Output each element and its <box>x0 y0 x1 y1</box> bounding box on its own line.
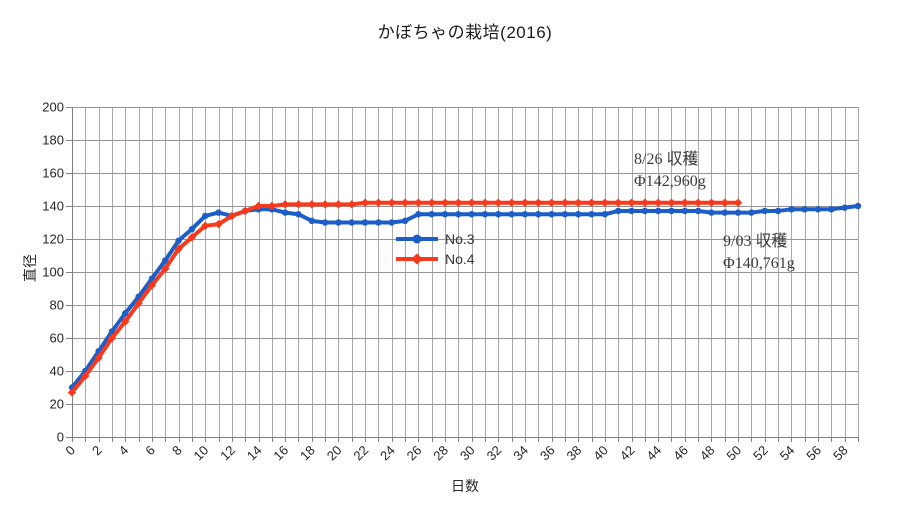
y-tick-label: 140 <box>42 199 64 214</box>
annotation-harvest-0826: 8/26 収穫 Φ142,960g <box>634 149 706 193</box>
y-tick-label: 100 <box>42 265 64 280</box>
gridlines <box>72 107 859 437</box>
annotation-0903-weight: Φ140,761g <box>723 255 795 272</box>
x-tick-label: 34 <box>510 443 531 464</box>
x-tick-label: 18 <box>297 443 318 464</box>
x-tick-label: 54 <box>777 443 798 464</box>
x-tick-label: 14 <box>244 443 265 464</box>
legend-item-no3: No.3 <box>396 229 475 249</box>
annotation-harvest-0903: 9/03 収穫 Φ140,761g <box>723 231 795 275</box>
x-tick-label: 52 <box>750 443 771 464</box>
y-tick-label: 180 <box>42 133 64 148</box>
y-tick-label: 120 <box>42 232 64 247</box>
x-tick-label: 40 <box>590 443 611 464</box>
series-no3-marker-icon <box>396 234 438 244</box>
y-tick-label: 200 <box>42 100 64 115</box>
x-tick-label: 10 <box>191 443 212 464</box>
x-tick-label: 48 <box>697 443 718 464</box>
annotation-0826-weight: Φ142,960g <box>634 173 706 190</box>
x-tick-label: 58 <box>830 443 851 464</box>
y-tick-label: 60 <box>50 331 64 346</box>
y-tick-label: 20 <box>50 397 64 412</box>
series-no4-marker-icon <box>396 253 438 265</box>
x-axis-title: 日数 <box>451 478 479 494</box>
x-tick-label: 28 <box>430 443 451 464</box>
x-tick-label: 46 <box>670 443 691 464</box>
axes <box>66 107 859 442</box>
y-tick-label: 0 <box>57 430 64 445</box>
x-tick-label: 32 <box>484 443 505 464</box>
x-tick-label: 56 <box>803 443 824 464</box>
series-no4 <box>67 198 743 397</box>
x-tick-label: 8 <box>169 443 185 459</box>
legend-item-no4: No.4 <box>396 249 475 269</box>
x-tick-label: 20 <box>324 443 345 464</box>
x-tick-label: 50 <box>723 443 744 464</box>
x-tick-label: 42 <box>617 443 638 464</box>
x-tick-label: 16 <box>270 443 291 464</box>
legend-label-no3: No.3 <box>445 231 475 247</box>
x-tick-label: 24 <box>377 443 398 464</box>
x-tick-label: 6 <box>142 443 158 459</box>
x-tick-label: 44 <box>643 443 664 464</box>
series-no3 <box>68 202 862 391</box>
legend: No.3 No.4 <box>396 229 475 269</box>
annotation-0903-date: 9/03 収穫 <box>723 233 788 250</box>
x-tick-label: 2 <box>89 443 105 459</box>
x-tick-label: 36 <box>537 443 558 464</box>
x-tick-label: 30 <box>457 443 478 464</box>
y-tick-label: 40 <box>50 364 64 379</box>
legend-label-no4: No.4 <box>445 251 475 267</box>
y-tick-label: 80 <box>50 298 64 313</box>
x-tick-label: 12 <box>217 443 238 464</box>
x-tick-label: 0 <box>62 443 78 459</box>
x-tick-label: 26 <box>404 443 425 464</box>
annotation-0826-date: 8/26 収穫 <box>634 151 699 168</box>
x-tick-label: 38 <box>564 443 585 464</box>
y-axis-title: 直径 <box>22 254 38 282</box>
x-tick-label: 4 <box>116 443 132 459</box>
chart-title: かぼちゃの栽培(2016) <box>377 23 553 42</box>
y-tick-label: 160 <box>42 166 64 181</box>
x-tick-label: 22 <box>350 443 371 464</box>
